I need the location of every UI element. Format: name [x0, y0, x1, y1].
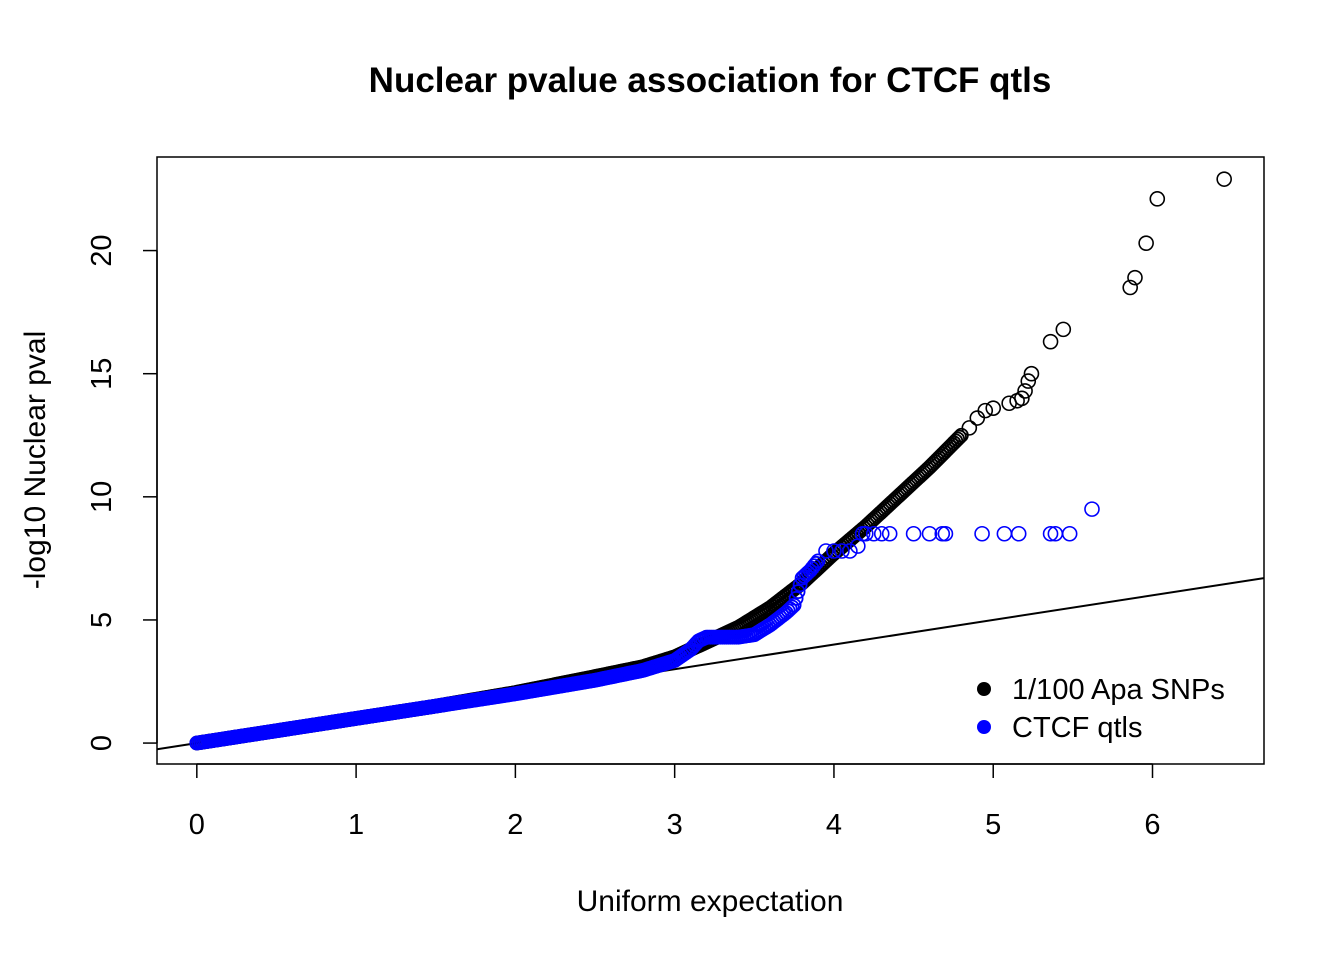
data-point	[950, 431, 966, 447]
x-tick-label: 4	[826, 809, 842, 841]
data-point	[790, 584, 806, 600]
chart-title: Nuclear pvalue association for CTCF qtls	[369, 61, 1052, 100]
data-point	[842, 543, 858, 559]
legend-marker-apa-snps	[977, 682, 991, 696]
data-point	[952, 429, 967, 445]
data-point	[1055, 321, 1072, 338]
data-point	[974, 525, 990, 542]
data-point	[961, 420, 978, 436]
data-point	[1001, 395, 1017, 412]
y-axis: 0 5 10 15 20	[86, 234, 158, 751]
data-point	[1023, 365, 1040, 382]
data-point	[934, 525, 951, 542]
x-tick-label: 5	[985, 809, 1001, 841]
data-point	[788, 590, 804, 606]
plot-frame	[156, 156, 1265, 765]
legend-label-ctcf-qtls: CTCF qtls	[1012, 712, 1143, 744]
data-point	[810, 553, 826, 569]
data-point	[808, 555, 824, 571]
data-point	[1017, 383, 1033, 399]
x-tick-label: 0	[189, 809, 205, 841]
plot-area	[157, 171, 1264, 751]
x-tick-label: 1	[348, 809, 364, 841]
series-ctcf-qtls-points	[189, 501, 1100, 751]
data-point	[857, 525, 874, 542]
data-point	[969, 410, 986, 426]
data-point	[1010, 525, 1027, 542]
x-tick-label: 6	[1144, 809, 1160, 841]
data-point	[1084, 501, 1100, 517]
data-point	[905, 525, 922, 542]
data-point	[834, 543, 850, 559]
y-tick-label: 10	[86, 481, 118, 513]
data-point	[806, 558, 822, 574]
y-tick-label: 15	[86, 358, 118, 390]
y-axis-label: -log10 Nuclear pval	[19, 331, 52, 589]
x-axis: 0 1 2 3 4 5 6	[189, 763, 1161, 841]
data-point	[1061, 525, 1078, 542]
data-point	[1020, 373, 1037, 389]
data-point	[1216, 171, 1232, 187]
data-point	[996, 525, 1013, 542]
data-point	[865, 525, 882, 542]
data-point	[1014, 390, 1030, 407]
data-point	[826, 543, 842, 559]
y-tick-label: 0	[86, 735, 118, 751]
legend-marker-ctcf-qtls	[977, 720, 991, 734]
data-point	[1042, 333, 1059, 350]
x-tick-label: 2	[507, 809, 523, 841]
data-point	[1122, 279, 1139, 296]
x-tick-label: 3	[667, 809, 683, 841]
data-point	[985, 400, 1002, 416]
data-point	[1127, 269, 1143, 286]
data-point	[977, 402, 994, 419]
y-tick-label: 20	[86, 234, 118, 266]
data-point	[937, 525, 954, 542]
data-point	[1149, 191, 1166, 207]
data-point	[881, 525, 898, 542]
data-point	[1138, 235, 1154, 251]
data-point	[818, 543, 834, 559]
legend: 1/100 Apa SNPs CTCF qtls	[977, 674, 1225, 744]
x-axis-label: Uniform expectation	[577, 885, 844, 918]
data-point	[873, 525, 890, 542]
legend-label-apa-snps: 1/100 Apa SNPs	[1012, 674, 1225, 706]
y-tick-label: 5	[86, 612, 118, 628]
data-point	[921, 525, 938, 542]
data-point	[1042, 525, 1059, 542]
data-point	[784, 599, 800, 615]
data-point	[786, 597, 802, 613]
